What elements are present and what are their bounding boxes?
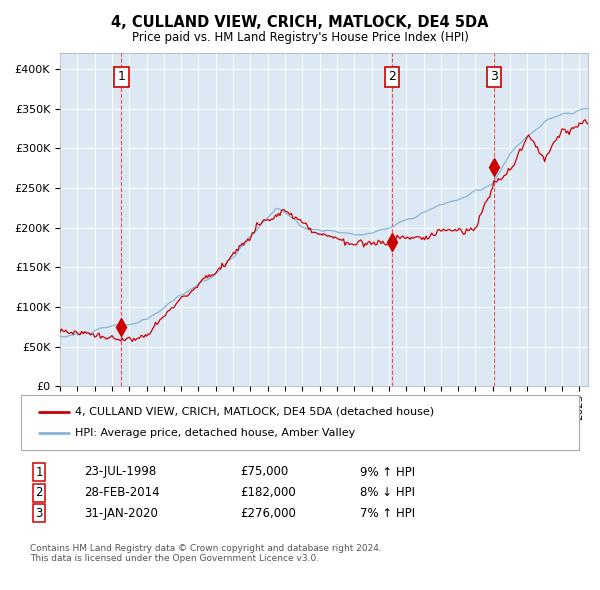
Text: 2: 2 — [35, 486, 43, 499]
Text: 3: 3 — [490, 70, 498, 83]
Text: 31-JAN-2020: 31-JAN-2020 — [84, 507, 158, 520]
Text: 7% ↑ HPI: 7% ↑ HPI — [360, 507, 415, 520]
Text: 4, CULLAND VIEW, CRICH, MATLOCK, DE4 5DA: 4, CULLAND VIEW, CRICH, MATLOCK, DE4 5DA — [111, 15, 489, 30]
Text: 8% ↓ HPI: 8% ↓ HPI — [360, 486, 415, 499]
Text: 3: 3 — [35, 507, 43, 520]
Text: Contains HM Land Registry data © Crown copyright and database right 2024.
This d: Contains HM Land Registry data © Crown c… — [30, 544, 382, 563]
Text: 4, CULLAND VIEW, CRICH, MATLOCK, DE4 5DA (detached house): 4, CULLAND VIEW, CRICH, MATLOCK, DE4 5DA… — [75, 407, 434, 417]
Text: 1: 1 — [118, 70, 125, 83]
Text: 1: 1 — [35, 466, 43, 478]
Text: Price paid vs. HM Land Registry's House Price Index (HPI): Price paid vs. HM Land Registry's House … — [131, 31, 469, 44]
Text: £75,000: £75,000 — [240, 466, 288, 478]
Text: 23-JUL-1998: 23-JUL-1998 — [84, 466, 156, 478]
Text: 9% ↑ HPI: 9% ↑ HPI — [360, 466, 415, 478]
Text: HPI: Average price, detached house, Amber Valley: HPI: Average price, detached house, Ambe… — [75, 428, 355, 438]
Text: 2: 2 — [388, 70, 395, 83]
Text: £182,000: £182,000 — [240, 486, 296, 499]
Text: £276,000: £276,000 — [240, 507, 296, 520]
Text: 28-FEB-2014: 28-FEB-2014 — [84, 486, 160, 499]
